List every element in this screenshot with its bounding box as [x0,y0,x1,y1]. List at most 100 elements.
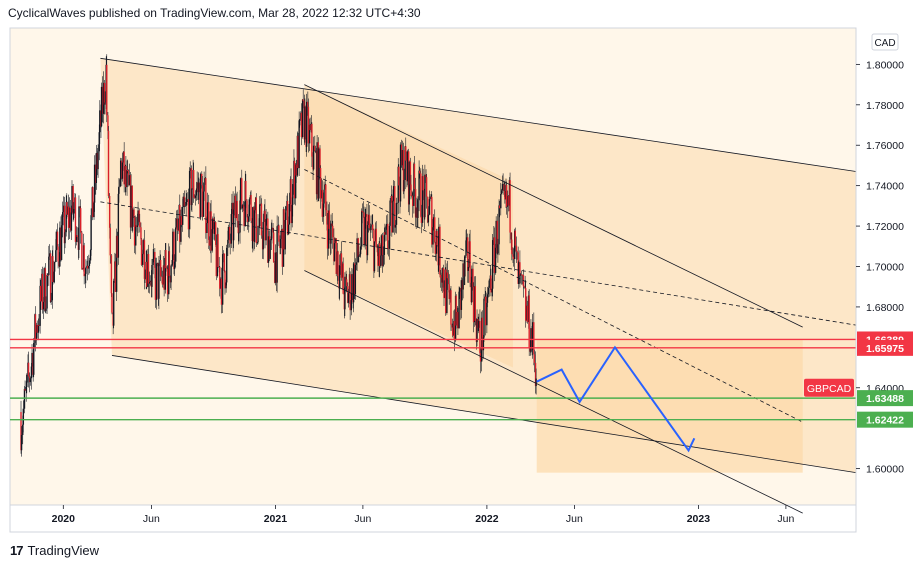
candle-body [45,308,47,311]
candle-body [385,226,387,235]
candle-body [427,196,429,223]
candle-body [142,240,144,254]
candle-body [20,412,22,451]
candle-body [149,280,151,283]
candle-body [166,268,168,270]
candle-body [428,199,431,215]
candle-body [446,272,449,279]
candle-body [246,217,249,222]
price-level-badge: 1.62422 [866,415,904,427]
candle-body [328,210,330,229]
candle-body [519,274,522,276]
tradingview-brand-label: TradingView [27,543,100,558]
candle-body [62,212,64,226]
candle-body [194,197,196,199]
candle-body [168,251,171,277]
candle-body [288,204,290,225]
symbol-tag: GBPCAD [807,383,852,395]
candle-body [234,195,237,219]
candle-body [53,261,56,272]
candle-body [398,166,400,186]
x-tick-label: 2021 [264,513,288,525]
candle-body [458,287,461,292]
tradingview-logo-icon: 17 [10,543,24,558]
candle-body [283,209,285,250]
candle-body [26,374,28,387]
candle-body [159,260,162,277]
candle-body [465,237,468,241]
candle-body [228,226,231,241]
candle-body [323,189,325,204]
candle-body [467,266,470,271]
candle-body [409,161,412,185]
candle-body [434,217,436,243]
candle-body [362,211,365,213]
candle-body [27,362,30,377]
candle-body [314,150,317,152]
candle-body [439,274,442,278]
candle-body [415,207,417,218]
x-tick-label: Jun [777,513,794,525]
candle-body [239,200,241,233]
candle-body [79,208,82,233]
candle-body [496,220,499,254]
candle-body [285,206,287,221]
candle-body [528,295,530,349]
candle-body [406,151,409,182]
candle-body [472,268,474,288]
candle-body [534,362,537,387]
x-tick-label: Jun [566,513,583,525]
candle-body [505,185,508,207]
candle-body [312,145,315,170]
candle-body [430,196,432,198]
price-chart[interactable]: CAD 1.80000 1.78000 1.76000 1.74000 1.72000 1.… [0,0,924,535]
candle-body [253,210,256,242]
candle-body [163,265,165,290]
price-axis[interactable]: CAD 1.80000 1.78000 1.76000 1.74000 1.72000 1.… [804,28,924,505]
candle-body [29,378,31,383]
candle-body [481,317,483,351]
candle-body [375,228,377,248]
candle-body [242,204,245,207]
candle-body [304,106,306,140]
candle-body [93,164,96,203]
candle-body [319,168,322,199]
candle-body [272,227,274,233]
candle-body [322,203,325,217]
channel-line-3 [304,270,803,514]
candle-body [148,282,151,284]
candle-body [172,231,174,261]
x-tick-label: 2022 [475,513,499,525]
candle-body [60,225,63,260]
channel-line-0 [100,57,857,172]
candle-body [451,324,453,328]
projection-layer [536,345,696,453]
candle-body [262,221,264,250]
candle-body [314,145,316,151]
candle-body [86,265,89,269]
time-axis[interactable]: 2020 Jun 2021 Jun 2022 Jun 2023 Jun [52,505,795,525]
candle-body [519,262,521,276]
candle-body [75,235,78,242]
candle-body [215,244,217,277]
candle-body [36,324,38,333]
candle-body [180,216,183,225]
candle-body [485,296,487,326]
candle-body [79,206,81,209]
candle-body [135,225,138,227]
tradingview-footer[interactable]: 17 TradingView [10,543,99,558]
candle-body [223,253,226,271]
candle-body [385,223,388,227]
candle-body [43,268,45,302]
candle-body [494,247,497,273]
candle-body [352,263,355,303]
candle-body [425,177,428,197]
candle-body [396,202,398,204]
candle-body [65,202,67,233]
candle-body [394,224,397,228]
candle-body [325,184,327,211]
candle-body [53,271,55,283]
x-tick-label: 2020 [52,513,76,525]
candle-body [119,160,122,180]
candle-body [429,196,431,200]
